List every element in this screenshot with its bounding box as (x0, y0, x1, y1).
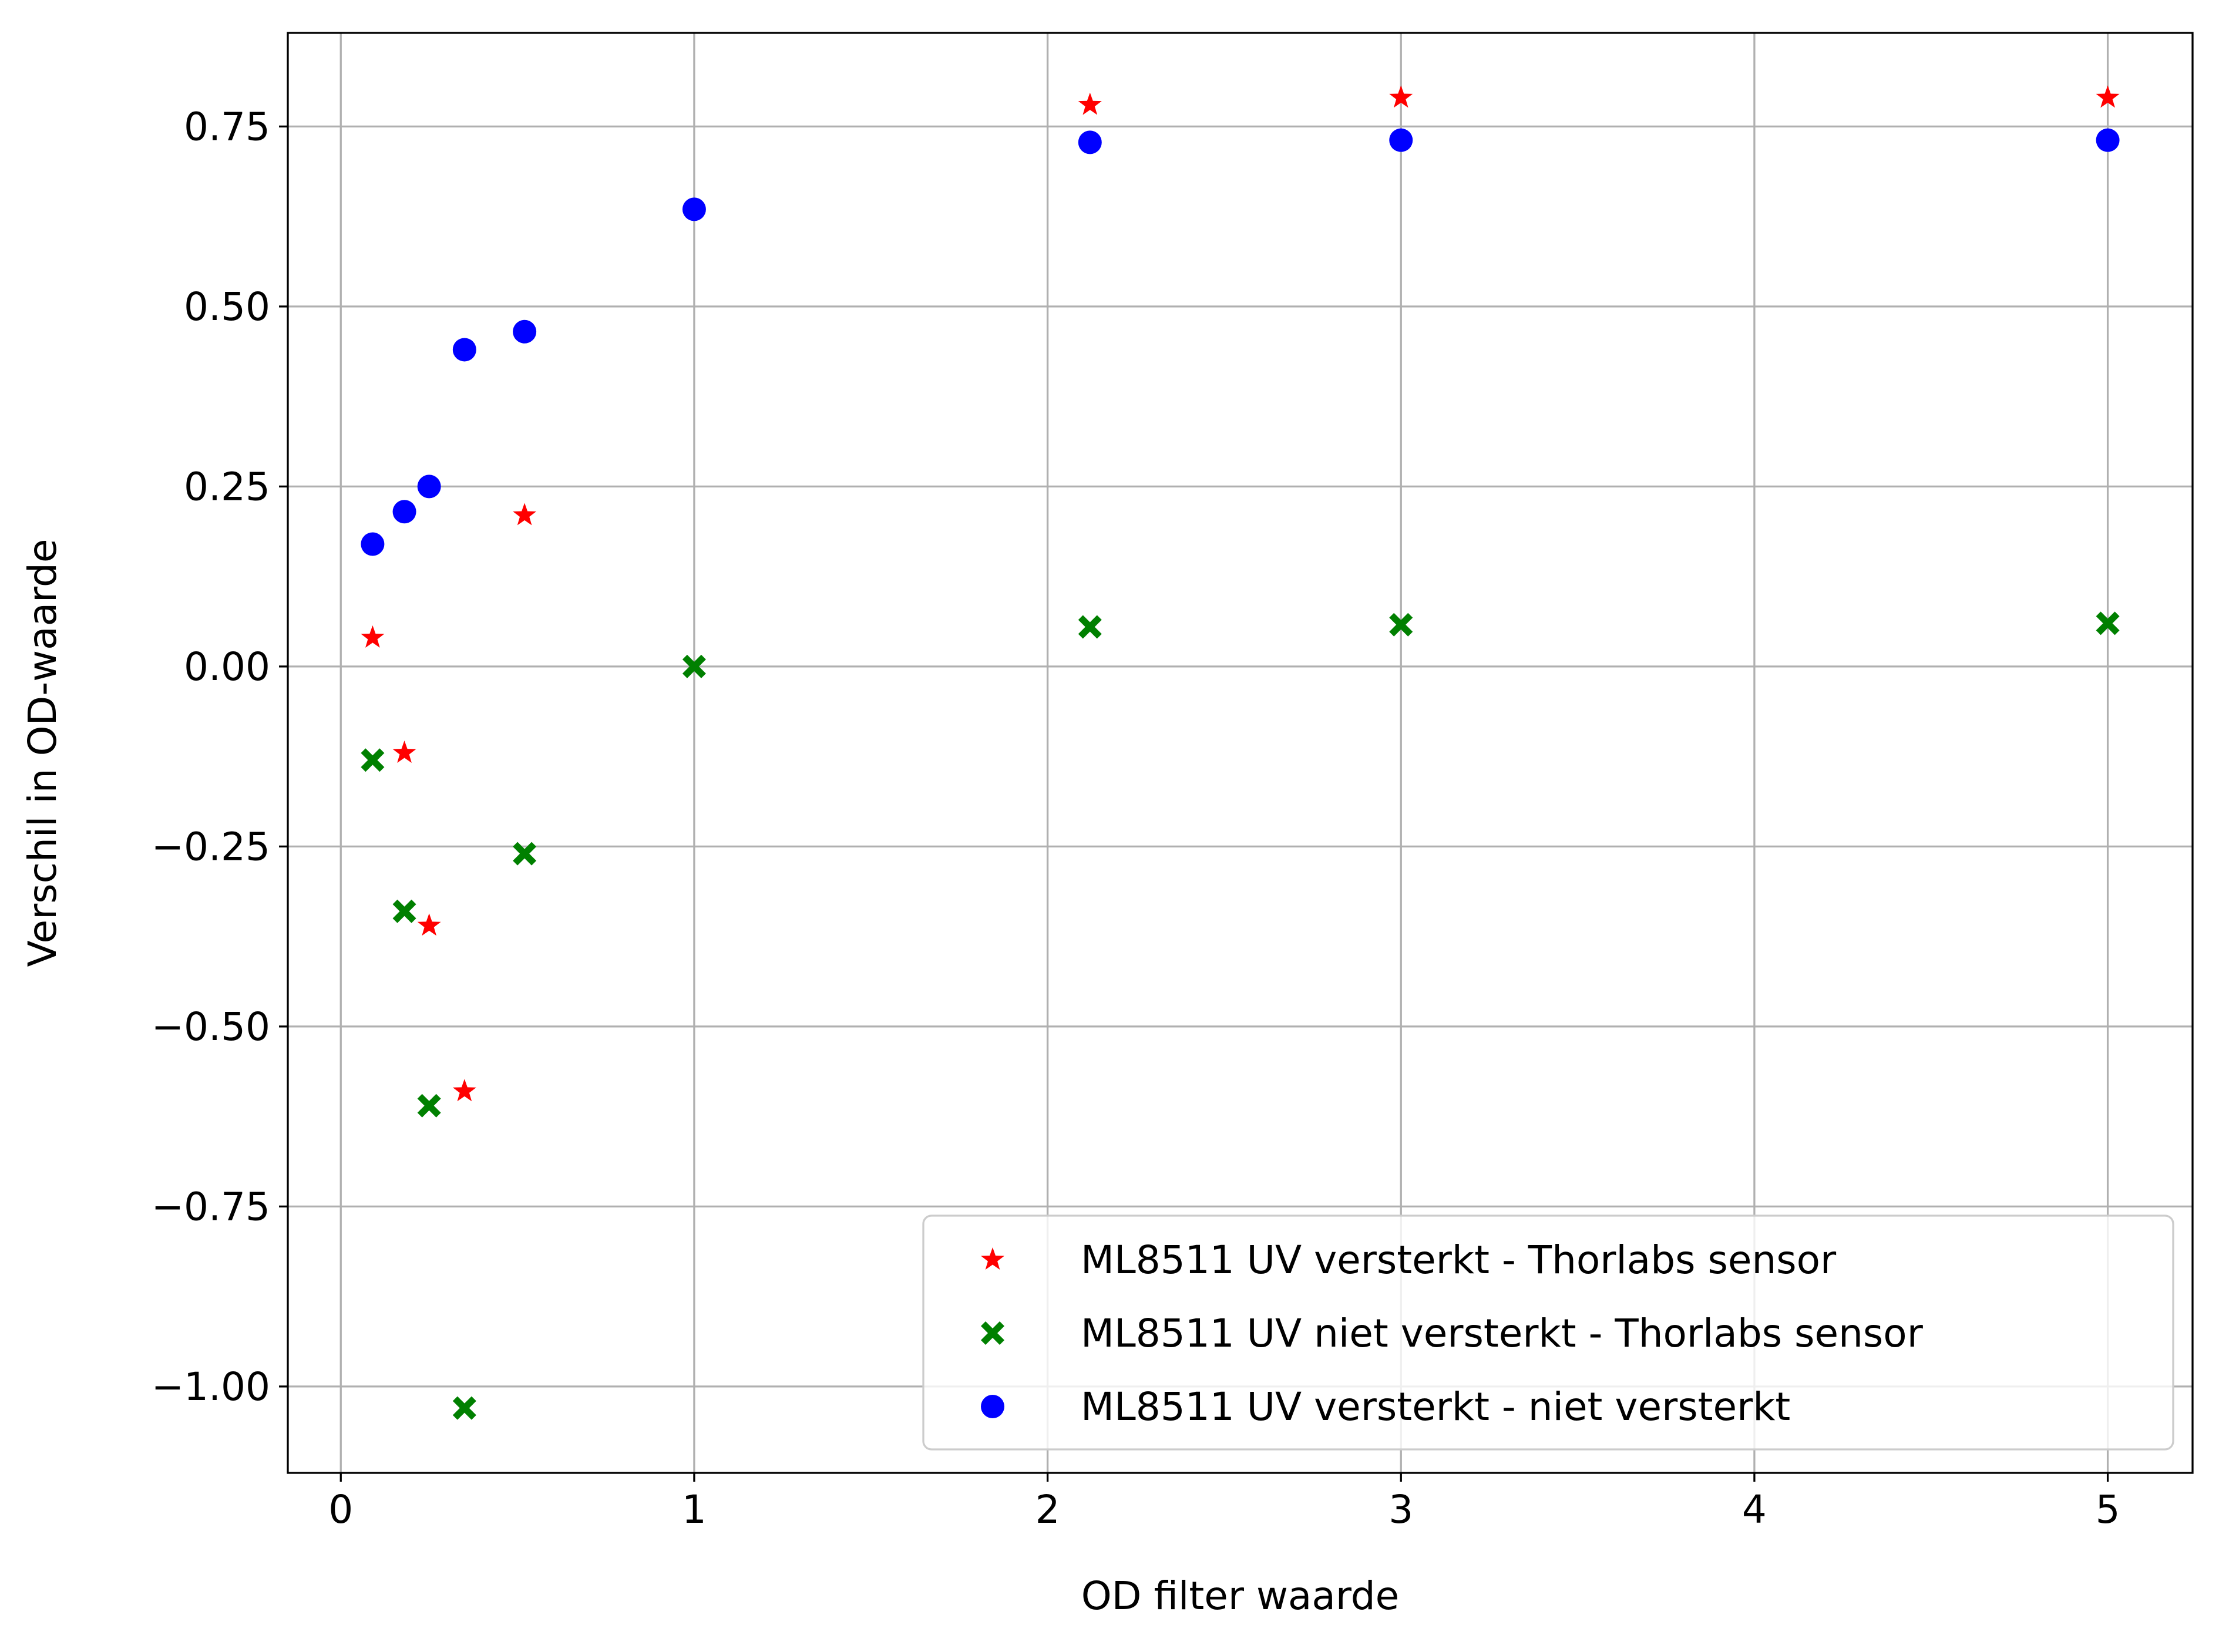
data-point (452, 338, 476, 362)
series-1 (361, 85, 2120, 1102)
series-2 (361, 611, 2120, 1420)
data-point (1389, 613, 1413, 637)
legend-marker (981, 1321, 1004, 1345)
data-point (513, 503, 537, 526)
data-point (392, 899, 416, 923)
y-tick-label: 0.50 (184, 284, 270, 329)
axis-ticks: 0 1 2 3 4 5 0.75 0.50 0.25 0.00 −0.25 −0.50 −0.75 −1.… (152, 104, 2120, 1532)
y-tick-label: −1.00 (152, 1364, 270, 1409)
data-point (1078, 615, 1102, 639)
data-point (1078, 92, 1102, 115)
data-point (2096, 611, 2120, 635)
x-tick-label: 0 (328, 1487, 353, 1532)
data-point (2096, 128, 2120, 152)
legend-label: ML8511 UV versterkt - Thorlabs sensor (1081, 1237, 1837, 1283)
data-point (682, 197, 706, 221)
y-tick-label: 0.75 (184, 104, 270, 149)
data-point (361, 748, 385, 772)
data-point (1389, 85, 1413, 108)
legend-box (922, 1214, 2174, 1451)
data-point (452, 1396, 476, 1420)
y-tick-label: 0.00 (184, 644, 270, 689)
series-3 (361, 128, 2120, 556)
data-point (392, 741, 416, 763)
legend-marker (981, 1395, 1004, 1418)
y-tick-label: −0.25 (152, 824, 270, 869)
data-point (682, 654, 706, 678)
legend-label: ML8511 UV niet versterkt - Thorlabs sens… (1081, 1311, 1924, 1356)
x-tick-label: 5 (2096, 1487, 2120, 1532)
data-point (417, 913, 441, 936)
data-point (1078, 130, 1102, 154)
data-point (513, 319, 537, 344)
data-points (361, 85, 2120, 1420)
y-tick-label: −0.75 (152, 1184, 270, 1229)
data-point (1389, 128, 1413, 152)
data-point (392, 500, 416, 524)
legend: ML8511 UV versterkt - Thorlabs sensor ML8… (922, 1214, 2174, 1451)
y-axis-label: Verschil in OD-waarde (20, 539, 65, 967)
y-tick-label: −0.50 (152, 1004, 270, 1049)
data-point (417, 475, 441, 499)
data-point (417, 1094, 441, 1118)
legend-marker (981, 1247, 1004, 1270)
x-tick-label: 2 (1035, 1487, 1060, 1532)
data-point (452, 1079, 476, 1102)
y-tick-label: 0.25 (184, 464, 270, 509)
x-axis-label: OD filter waarde (1081, 1573, 1400, 1619)
x-tick-label: 3 (1388, 1487, 1413, 1532)
data-point (513, 842, 537, 866)
data-point (361, 625, 385, 648)
x-tick-label: 1 (682, 1487, 707, 1532)
plot-frame (287, 32, 2194, 1474)
data-point (2096, 85, 2120, 108)
data-point (361, 532, 385, 556)
legend-label: ML8511 UV versterkt - niet versterkt (1081, 1384, 1790, 1429)
x-tick-label: 4 (1742, 1487, 1767, 1532)
